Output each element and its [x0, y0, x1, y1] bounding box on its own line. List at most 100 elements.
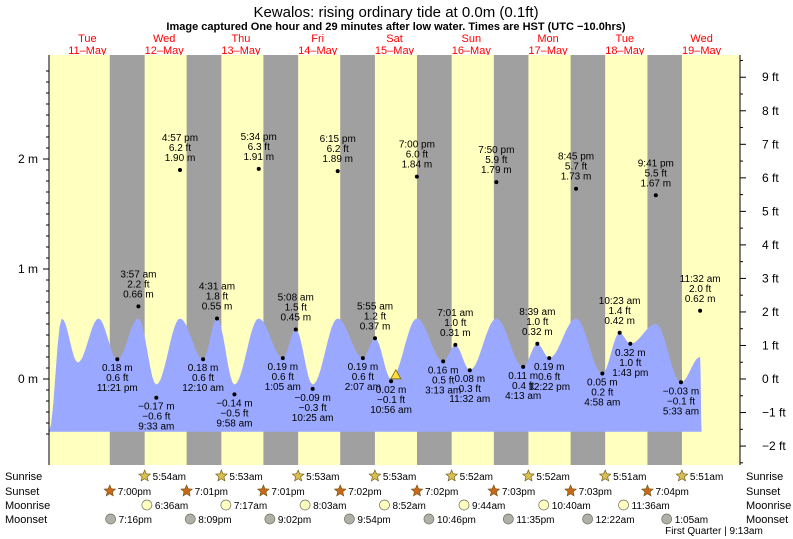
tide-event-label: −0.03 m	[663, 386, 699, 397]
tide-event-label: 7:00 pm	[399, 140, 435, 151]
tide-event-label: −0.14 m	[216, 398, 252, 409]
feet-tick-label: 6 ft	[762, 171, 779, 185]
tide-event-label: −0.17 m	[138, 402, 174, 413]
day-label-dow: Wed	[153, 33, 175, 45]
tide-event-label: 0.37 m	[360, 321, 391, 332]
tide-event-dot	[653, 193, 658, 198]
tide-event-dot	[232, 392, 237, 397]
feet-tick-label: 0 ft	[762, 372, 779, 386]
astro-star-icon	[103, 484, 117, 497]
day-label-date: 12–May	[145, 45, 185, 57]
tide-event-dot	[215, 316, 220, 321]
meter-tick-label: 1 m	[18, 262, 38, 276]
astro-star-icon	[256, 484, 270, 497]
feet-tick-label: 2 ft	[762, 305, 779, 319]
tide-event-label: 1.90 m	[165, 153, 196, 164]
astro-star-icon	[598, 469, 612, 482]
tide-event-label: 5:34 pm	[241, 132, 277, 143]
tide-event-label: 2.0 ft	[689, 284, 711, 295]
tide-event-label: 1.0 ft	[444, 318, 466, 329]
row-label-left: Moonset	[5, 514, 47, 526]
tide-event-label: 5:33 am	[663, 406, 699, 417]
moonrise-icon	[220, 499, 232, 511]
tide-event-label: 0.32 m	[522, 327, 553, 338]
tide-event-label: 1.5 ft	[285, 303, 307, 314]
moonset-icon	[105, 513, 116, 525]
tide-event-label: 0.11 m	[508, 371, 538, 382]
astro-time-label: 9:44am	[472, 501, 505, 512]
tide-event-label: 1.2 ft	[364, 311, 386, 322]
tide-event-label: 0.6 ft	[192, 373, 214, 384]
tide-event-label: 4:13 am	[505, 391, 541, 402]
tide-event-label: 6.3 ft	[248, 142, 270, 153]
tide-event-label: 11:32 am	[680, 274, 721, 285]
tide-event-label: 12:22 pm	[528, 382, 570, 393]
tide-event-label: 9:33 am	[138, 422, 174, 433]
tide-event-dot	[280, 356, 285, 361]
day-label-date: 13–May	[221, 45, 261, 57]
moonrise-icon	[618, 499, 629, 511]
feet-tick-label: −2 ft	[762, 439, 786, 453]
astro-time-label: 5:51am	[613, 472, 646, 483]
meter-tick-label: 0 m	[18, 372, 38, 386]
tide-event-dot	[678, 380, 683, 385]
tide-event-label: 0.19 m	[348, 362, 379, 373]
moonset-icon	[344, 513, 355, 525]
tide-event-label: 6.0 ft	[406, 150, 428, 161]
axes: 0 m 1 m 2 m −2 ft −1 ft 0 ft 1 ft 2 ft 3 ft 4 ft 5…	[18, 55, 786, 465]
feet-tick-label: 1 ft	[762, 338, 779, 352]
tide-event-label: 0.19 m	[268, 362, 299, 373]
tide-event-dot	[453, 342, 458, 347]
astro-star-icon	[333, 484, 347, 497]
astro-time-label: 7:02pm	[425, 487, 458, 498]
tide-event-dot	[547, 356, 552, 361]
astro-star-icon	[487, 484, 501, 497]
tide-event-dot	[698, 308, 703, 313]
meter-tick-label: 2 m	[18, 152, 38, 166]
tide-event-label: 5.5 ft	[645, 168, 667, 179]
tide-event-label: 10:23 am	[599, 296, 641, 307]
moonset-icon	[661, 513, 673, 525]
chart-subtitle: Image captured One hour and 29 minutes a…	[166, 21, 626, 33]
astro-time-label: 7:16pm	[119, 515, 152, 526]
tide-event-label: 0.16 m	[428, 365, 459, 376]
feet-tick-label: 5 ft	[762, 204, 779, 218]
day-label-date: 11–May	[68, 45, 107, 57]
tide-event-label: 0.42 m	[604, 316, 635, 327]
astro-star-icon	[564, 484, 578, 497]
tide-event-label: 5:08 am	[278, 293, 314, 304]
tide-event-dot	[154, 395, 159, 400]
astro-star-icon	[521, 469, 535, 482]
day-label-dow: Tue	[78, 33, 97, 45]
moonrise-icon	[299, 499, 311, 511]
row-label-right: Moonrise	[746, 500, 791, 512]
tide-event-label: 0.31 m	[440, 328, 471, 339]
tide-event-label: 5.7 ft	[565, 162, 587, 173]
tide-area	[49, 318, 702, 432]
astro-time-label: 7:03pm	[579, 487, 612, 498]
tide-event-label: 11:21 pm	[97, 383, 138, 394]
tide-event-dot	[256, 166, 261, 171]
tide-event-label: 0.45 m	[280, 313, 311, 324]
day-labels: Tue11–MayWed12–MayThu13–MayFri14–MaySat1…	[68, 33, 721, 57]
astro-star-icon	[291, 469, 305, 482]
tide-event-label: 1.91 m	[243, 152, 274, 163]
tide-event-label: 6.2 ft	[169, 143, 191, 154]
astro-time-label: 5:52am	[536, 472, 569, 483]
day-label-date: 14–May	[298, 45, 338, 57]
tide-event-label: 0.55 m	[202, 302, 233, 313]
moonset-icon	[184, 513, 196, 525]
astro-star-icon	[410, 484, 424, 497]
tide-event-label: 0.62 m	[685, 294, 716, 305]
tide-event-label: 1.89 m	[322, 154, 353, 165]
tide-event-label: 0.32 m	[615, 348, 646, 359]
tide-event-dot	[178, 168, 183, 172]
tide-event-dot	[521, 364, 526, 369]
day-label-dow: Tue	[616, 33, 635, 45]
astro-time-label: 7:17am	[234, 501, 267, 512]
tide-event-label: 1.79 m	[481, 165, 512, 176]
tide-event-label: −0.1 ft	[667, 396, 695, 407]
day-label-date: 19–May	[682, 45, 722, 57]
tide-event-dot	[467, 368, 472, 373]
tide-event-label: 0.6 ft	[352, 372, 374, 383]
